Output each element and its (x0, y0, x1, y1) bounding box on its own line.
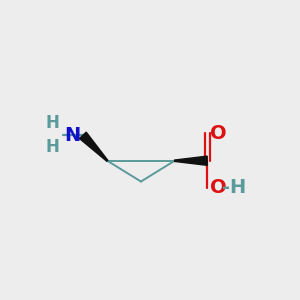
Text: N: N (64, 126, 80, 145)
Text: O: O (210, 124, 226, 143)
Polygon shape (80, 132, 108, 161)
Text: -H: -H (222, 178, 246, 197)
Text: H: H (45, 114, 59, 132)
Text: H: H (45, 138, 59, 156)
Polygon shape (175, 156, 207, 165)
Text: O: O (210, 178, 226, 197)
